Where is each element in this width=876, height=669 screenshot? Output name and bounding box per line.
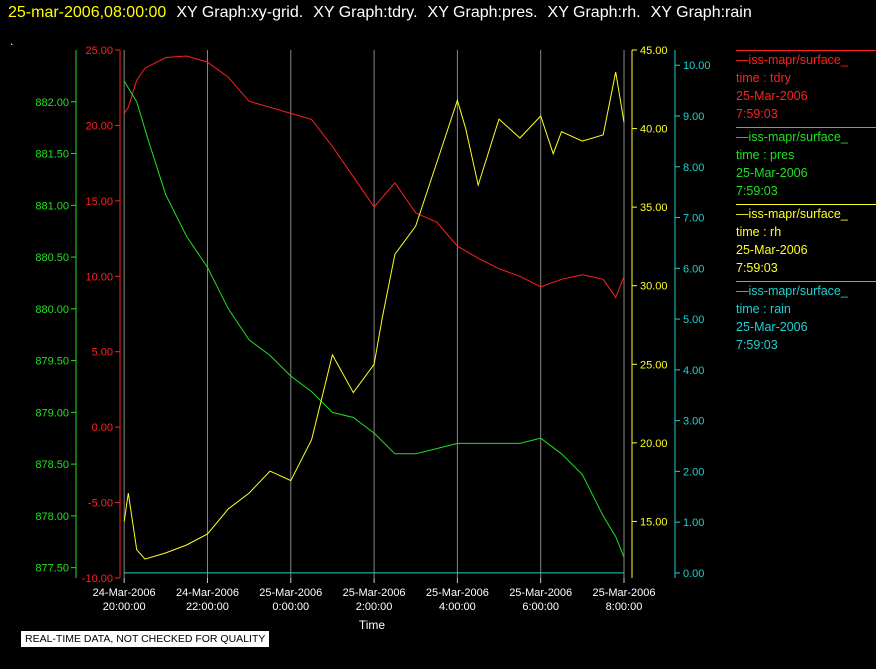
pres-tick-label: 879.50 <box>35 356 69 368</box>
graph-label-tdry[interactable]: XY Graph:tdry. <box>313 4 418 21</box>
legend-var: time : rh <box>736 225 782 239</box>
graph-label-rh[interactable]: XY Graph:rh. <box>547 4 641 21</box>
x-tick-label-time: 0:00:00 <box>272 601 309 613</box>
rain-tick-label: 2.00 <box>683 466 704 478</box>
rh-tick-label: 20.00 <box>640 438 668 450</box>
marker-dot: . <box>10 34 14 48</box>
rain-tick-label: 10.00 <box>683 60 711 72</box>
tdry-tick-label: 15.00 <box>85 196 113 208</box>
pres-tick-label: 877.50 <box>35 563 69 575</box>
legend-time: 7:59:03 <box>736 107 778 121</box>
legend-date: 25-Mar-2006 <box>736 166 808 180</box>
legend-name: —iss-mapr/surface_ <box>736 284 848 298</box>
x-tick-label-time: 4:00:00 <box>439 601 476 613</box>
pres-tick-label: 879.00 <box>35 407 69 419</box>
x-tick-label-date: 25-Mar-2006 <box>509 587 572 599</box>
series-lines <box>123 55 625 574</box>
pres-tick-label: 881.00 <box>35 200 69 212</box>
x-tick-label-time: 2:00:00 <box>356 601 393 613</box>
tdry-tick-label: 5.00 <box>92 347 113 359</box>
legend-time: 7:59:03 <box>736 338 778 352</box>
tdry-tick-label: -10.00 <box>82 573 113 585</box>
x-tick-label-date: 25-Mar-2006 <box>343 587 406 599</box>
tdry-tick-label: -5.00 <box>88 498 113 510</box>
legend-entry-rh[interactable]: —iss-mapr/surface_ time : rh 25-Mar-2006… <box>736 204 876 277</box>
graph-label-xy-grid[interactable]: XY Graph:xy-grid. <box>176 4 304 21</box>
graph-label-pres[interactable]: XY Graph:pres. <box>427 4 538 21</box>
legend-name: —iss-mapr/surface_ <box>736 207 848 221</box>
rain-tick-label: 4.00 <box>683 365 704 377</box>
rh-tick-label: 30.00 <box>640 281 668 293</box>
x-tick-label-date: 25-Mar-2006 <box>259 587 322 599</box>
pres-tick-label: 880.00 <box>35 304 69 316</box>
legend-name: —iss-mapr/surface_ <box>736 130 848 144</box>
tdry-tick-label: 0.00 <box>92 422 113 434</box>
series-line-pres <box>123 80 625 558</box>
rain-tick-label: 1.00 <box>683 517 704 529</box>
pres-tick-label: 882.00 <box>35 97 69 109</box>
legend-name: —iss-mapr/surface_ <box>736 53 848 67</box>
rain-tick-label: 6.00 <box>683 263 704 275</box>
x-tick-label-date: 25-Mar-2006 <box>593 587 656 599</box>
x-tick-label-time: 20:00:00 <box>103 601 146 613</box>
tdry-tick-label: 10.00 <box>85 271 113 283</box>
legend-var: time : pres <box>736 148 795 162</box>
tdry-tick-label: 25.00 <box>85 45 113 57</box>
rain-tick-label: 3.00 <box>683 416 704 428</box>
x-tick-label-date: 24-Mar-2006 <box>176 587 239 599</box>
header-timestamp: 25-mar-2006,08:00:00 <box>8 4 167 21</box>
legend: —iss-mapr/surface_ time : tdry 25-Mar-20… <box>736 50 876 358</box>
tdry-tick-label: 20.00 <box>85 120 113 132</box>
series-line-tdry <box>123 55 625 299</box>
legend-entry-pres[interactable]: —iss-mapr/surface_ time : pres 25-Mar-20… <box>736 127 876 200</box>
legend-time: 7:59:03 <box>736 261 778 275</box>
legend-time: 7:59:03 <box>736 184 778 198</box>
graph-header: 25-mar-2006,08:00:00 XY Graph:xy-grid. XY … <box>8 4 752 22</box>
rh-tick-label: 25.00 <box>640 359 668 371</box>
x-tick-label-time: 6:00:00 <box>522 601 559 613</box>
legend-var: time : tdry <box>736 71 791 85</box>
x-tick-label-date: 25-Mar-2006 <box>426 587 489 599</box>
x-tick-label-date: 24-Mar-2006 <box>93 587 156 599</box>
x-tick-label-time: 22:00:00 <box>186 601 229 613</box>
legend-date: 25-Mar-2006 <box>736 89 808 103</box>
rh-tick-label: 45.00 <box>640 45 668 57</box>
x-tick-label-time: 8:00:00 <box>606 601 643 613</box>
time-axis: 24-Mar-2006 20:00:00 24-Mar-2006 22:00:00 25… <box>93 578 656 632</box>
rain-tick-label: 5.00 <box>683 314 704 326</box>
vertical-grid <box>123 50 625 578</box>
rain-tick-label: 8.00 <box>683 162 704 174</box>
legend-date: 25-Mar-2006 <box>736 320 808 334</box>
pres-tick-label: 880.50 <box>35 252 69 264</box>
quality-notice: REAL-TIME DATA, NOT CHECKED FOR QUALITY <box>21 631 270 647</box>
rh-tick-label: 40.00 <box>640 124 668 136</box>
legend-entry-rain[interactable]: —iss-mapr/surface_ time : rain 25-Mar-20… <box>736 281 876 354</box>
pres-tick-label: 878.50 <box>35 459 69 471</box>
legend-date: 25-Mar-2006 <box>736 243 808 257</box>
legend-entry-tdry[interactable]: —iss-mapr/surface_ time : tdry 25-Mar-20… <box>736 50 876 123</box>
rh-tick-label: 15.00 <box>640 516 668 528</box>
pres-tick-label: 881.50 <box>35 149 69 161</box>
rain-tick-label: 7.00 <box>683 213 704 225</box>
axes: 25.00 20.00 15.00 10.00 5.00 0.00 -5.00 -10.00 8… <box>35 45 710 585</box>
rh-tick-label: 35.00 <box>640 202 668 214</box>
pres-tick-label: 878.00 <box>35 511 69 523</box>
graph-label-rain[interactable]: XY Graph:rain <box>650 4 752 21</box>
rain-tick-label: 9.00 <box>683 111 704 123</box>
rain-tick-label: 0.00 <box>683 568 704 580</box>
legend-var: time : rain <box>736 302 791 316</box>
series-line-rh <box>123 71 625 560</box>
x-axis-title: Time <box>359 618 386 632</box>
